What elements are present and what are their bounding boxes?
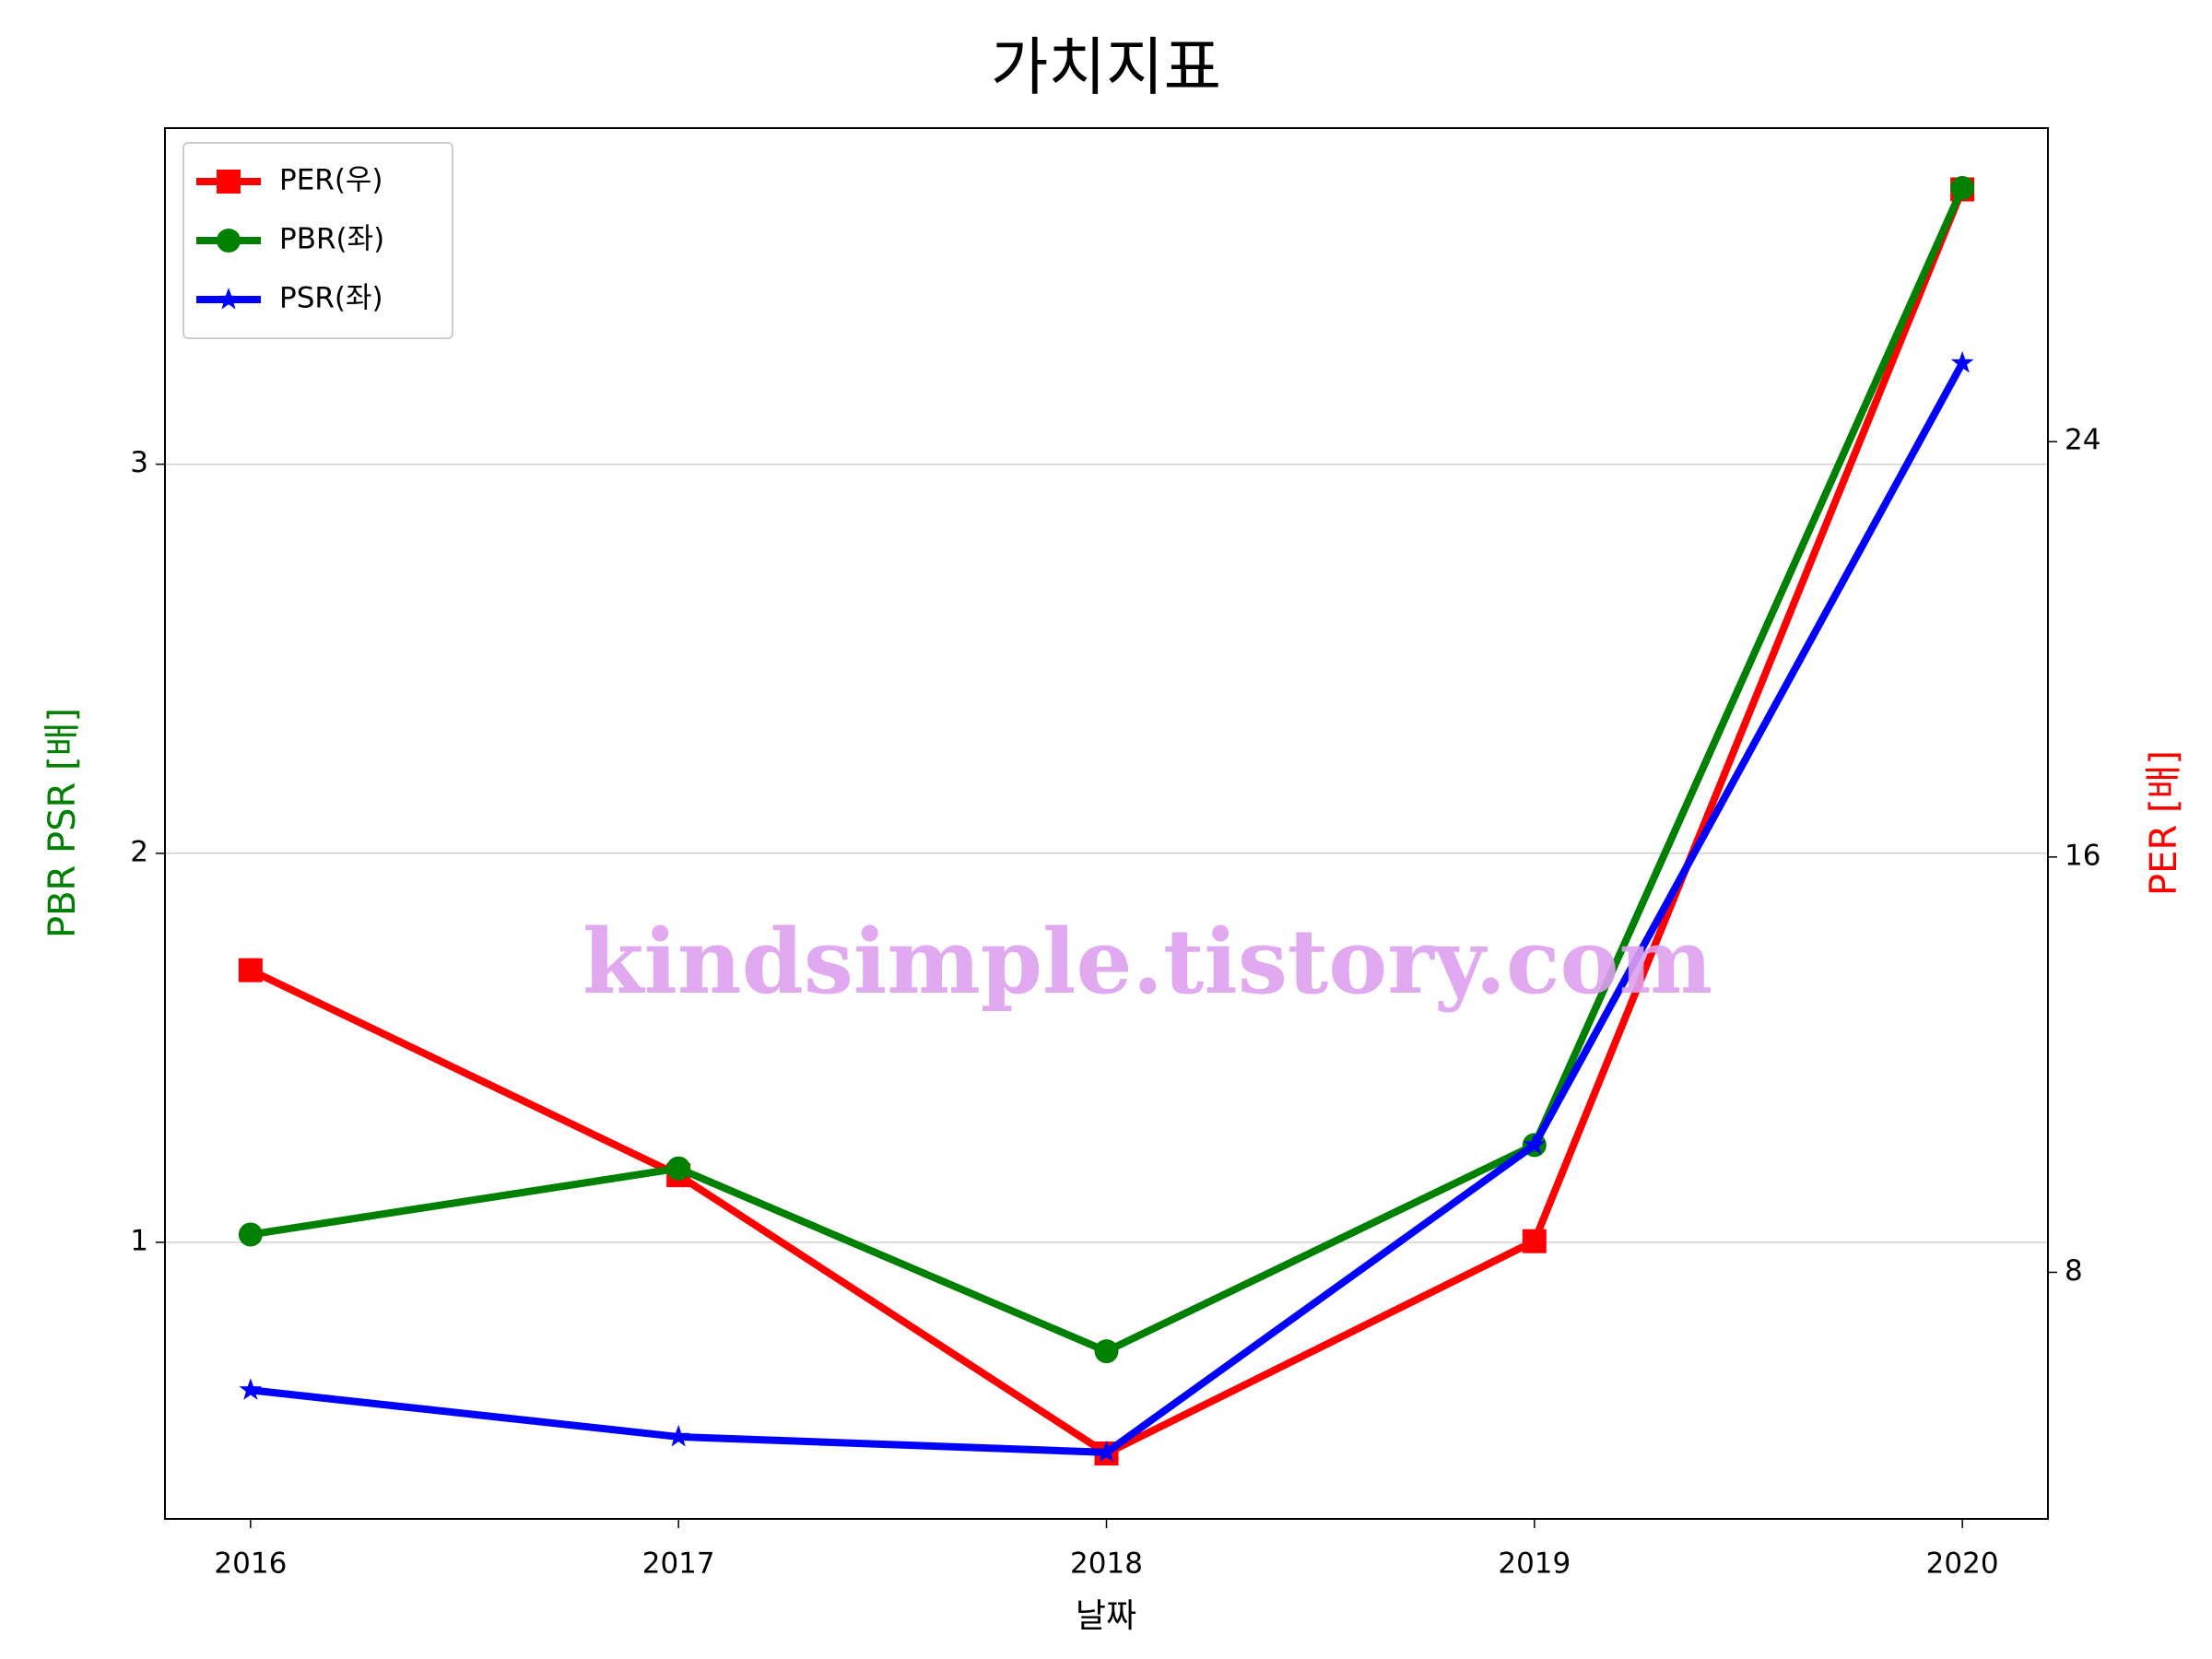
marker <box>217 229 241 253</box>
legend-label: PER(우) <box>279 164 383 197</box>
x-tick-label: 2016 <box>214 1547 287 1581</box>
series-line <box>250 361 1966 1456</box>
chart-title: 가치지표 <box>991 32 1221 105</box>
y-tick-label: 3 <box>130 446 148 479</box>
plot-frame <box>164 127 2049 1520</box>
marker <box>666 1424 690 1447</box>
marker <box>1950 350 1974 373</box>
marker <box>238 958 263 982</box>
marker <box>1095 1440 1118 1463</box>
marker <box>1523 1133 1547 1155</box>
y2-tick-label: 24 <box>2065 424 2100 457</box>
marker <box>217 170 241 194</box>
marker <box>1950 176 1975 201</box>
y-tick-label: 1 <box>130 1224 148 1257</box>
y2-axis-label: PER [배] <box>2143 750 2185 896</box>
marker <box>1522 1229 1547 1253</box>
y-tick-label: 2 <box>130 835 148 868</box>
y2-tick-label: 16 <box>2065 839 2100 872</box>
y-axis-label: PBR PSR [배] <box>41 708 84 938</box>
y2-tick-label: 8 <box>2065 1254 2083 1288</box>
legend-box <box>182 142 453 339</box>
x-tick-label: 2019 <box>1498 1547 1571 1581</box>
marker <box>217 288 241 310</box>
series-line <box>249 187 1966 1458</box>
marker <box>239 1378 263 1400</box>
legend: PER(우) PBR(좌) PSR(좌) <box>182 142 453 339</box>
series-line <box>250 186 1966 1356</box>
x-axis-label: 날짜 <box>1076 1597 1136 1635</box>
x-tick-label: 2020 <box>1926 1547 1999 1581</box>
marker <box>666 1156 691 1181</box>
x-tick-label: 2018 <box>1070 1547 1143 1581</box>
legend-label: PSR(좌) <box>279 282 383 315</box>
marker <box>238 1222 263 1247</box>
x-tick-label: 2017 <box>642 1547 715 1581</box>
watermark: kindsimple.tistory.com <box>582 910 1712 1014</box>
marker <box>1094 1339 1119 1364</box>
legend-label: PBR(좌) <box>279 223 384 256</box>
